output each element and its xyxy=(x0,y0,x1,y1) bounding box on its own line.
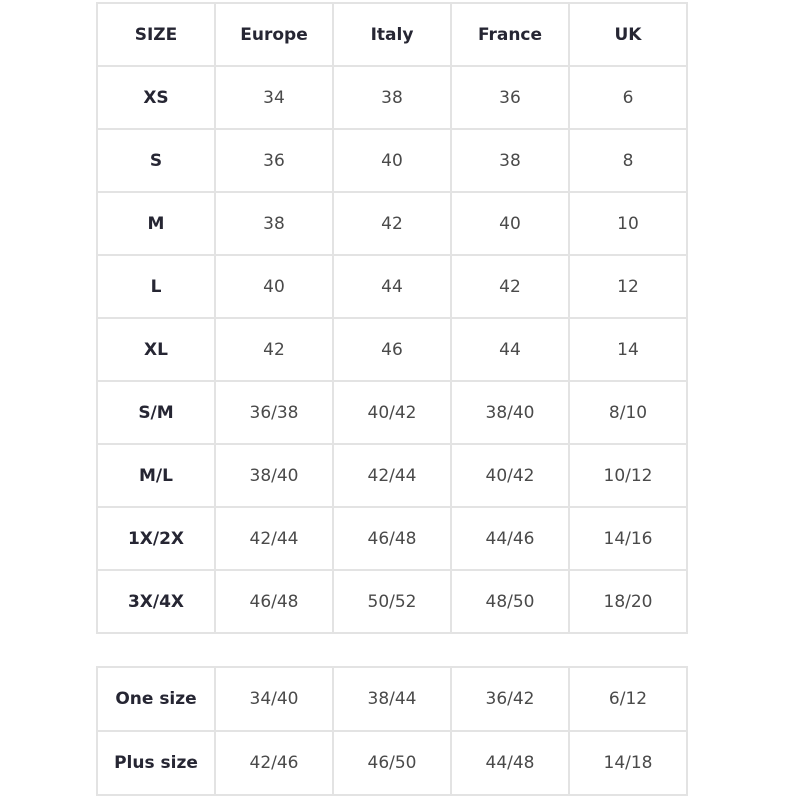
table-row: S 36 40 38 8 xyxy=(96,128,688,193)
cell-italy: 46/50 xyxy=(332,730,452,796)
cell-uk: 14/16 xyxy=(568,506,688,571)
table-row: 1X/2X 42/44 46/48 44/46 14/16 xyxy=(96,506,688,571)
cell-italy: 44 xyxy=(332,254,452,319)
cell-uk: 14/18 xyxy=(568,730,688,796)
header-size: SIZE xyxy=(96,2,216,67)
cell-italy: 46 xyxy=(332,317,452,382)
cell-europe: 38 xyxy=(214,191,334,256)
cell-europe: 34 xyxy=(214,65,334,130)
table-row: M 38 42 40 10 xyxy=(96,191,688,256)
cell-size: M/L xyxy=(96,443,216,508)
cell-europe: 42/46 xyxy=(214,730,334,796)
cell-size: One size xyxy=(96,666,216,732)
cell-europe: 34/40 xyxy=(214,666,334,732)
cell-uk: 14 xyxy=(568,317,688,382)
size-chart-table: SIZE Europe Italy France UK XS 34 38 36 6 S 36… xyxy=(96,2,688,634)
cell-europe: 38/40 xyxy=(214,443,334,508)
cell-uk: 6/12 xyxy=(568,666,688,732)
cell-france: 36 xyxy=(450,65,570,130)
cell-france: 38 xyxy=(450,128,570,193)
cell-uk: 18/20 xyxy=(568,569,688,634)
cell-italy: 42/44 xyxy=(332,443,452,508)
table-row: One size 34/40 38/44 36/42 6/12 xyxy=(96,666,688,732)
header-europe: Europe xyxy=(214,2,334,67)
cell-size: 1X/2X xyxy=(96,506,216,571)
cell-europe: 36 xyxy=(214,128,334,193)
cell-size: M xyxy=(96,191,216,256)
cell-europe: 42/44 xyxy=(214,506,334,571)
cell-size: S/M xyxy=(96,380,216,445)
one-plus-size-table: One size 34/40 38/44 36/42 6/12 Plus size 42/4… xyxy=(96,666,688,796)
cell-size: XL xyxy=(96,317,216,382)
cell-france: 44/46 xyxy=(450,506,570,571)
cell-europe: 36/38 xyxy=(214,380,334,445)
cell-size: 3X/4X xyxy=(96,569,216,634)
cell-size: S xyxy=(96,128,216,193)
table-row: Plus size 42/46 46/50 44/48 14/18 xyxy=(96,730,688,796)
cell-france: 38/40 xyxy=(450,380,570,445)
header-uk: UK xyxy=(568,2,688,67)
cell-france: 40 xyxy=(450,191,570,256)
header-row: SIZE Europe Italy France UK xyxy=(96,2,688,67)
cell-italy: 38 xyxy=(332,65,452,130)
table-row: XL 42 46 44 14 xyxy=(96,317,688,382)
cell-uk: 8 xyxy=(568,128,688,193)
cell-size: Plus size xyxy=(96,730,216,796)
cell-europe: 40 xyxy=(214,254,334,319)
cell-europe: 46/48 xyxy=(214,569,334,634)
cell-italy: 50/52 xyxy=(332,569,452,634)
cell-france: 44 xyxy=(450,317,570,382)
cell-uk: 8/10 xyxy=(568,380,688,445)
cell-size: XS xyxy=(96,65,216,130)
table-row: M/L 38/40 42/44 40/42 10/12 xyxy=(96,443,688,508)
header-france: France xyxy=(450,2,570,67)
cell-uk: 6 xyxy=(568,65,688,130)
cell-france: 40/42 xyxy=(450,443,570,508)
cell-uk: 12 xyxy=(568,254,688,319)
table-row: S/M 36/38 40/42 38/40 8/10 xyxy=(96,380,688,445)
cell-italy: 40/42 xyxy=(332,380,452,445)
cell-europe: 42 xyxy=(214,317,334,382)
cell-italy: 46/48 xyxy=(332,506,452,571)
cell-size: L xyxy=(96,254,216,319)
cell-france: 42 xyxy=(450,254,570,319)
cell-italy: 42 xyxy=(332,191,452,256)
table-row: 3X/4X 46/48 50/52 48/50 18/20 xyxy=(96,569,688,634)
cell-italy: 40 xyxy=(332,128,452,193)
cell-france: 36/42 xyxy=(450,666,570,732)
table-row: XS 34 38 36 6 xyxy=(96,65,688,130)
cell-italy: 38/44 xyxy=(332,666,452,732)
cell-uk: 10/12 xyxy=(568,443,688,508)
cell-france: 44/48 xyxy=(450,730,570,796)
cell-france: 48/50 xyxy=(450,569,570,634)
header-italy: Italy xyxy=(332,2,452,67)
table-row: L 40 44 42 12 xyxy=(96,254,688,319)
cell-uk: 10 xyxy=(568,191,688,256)
